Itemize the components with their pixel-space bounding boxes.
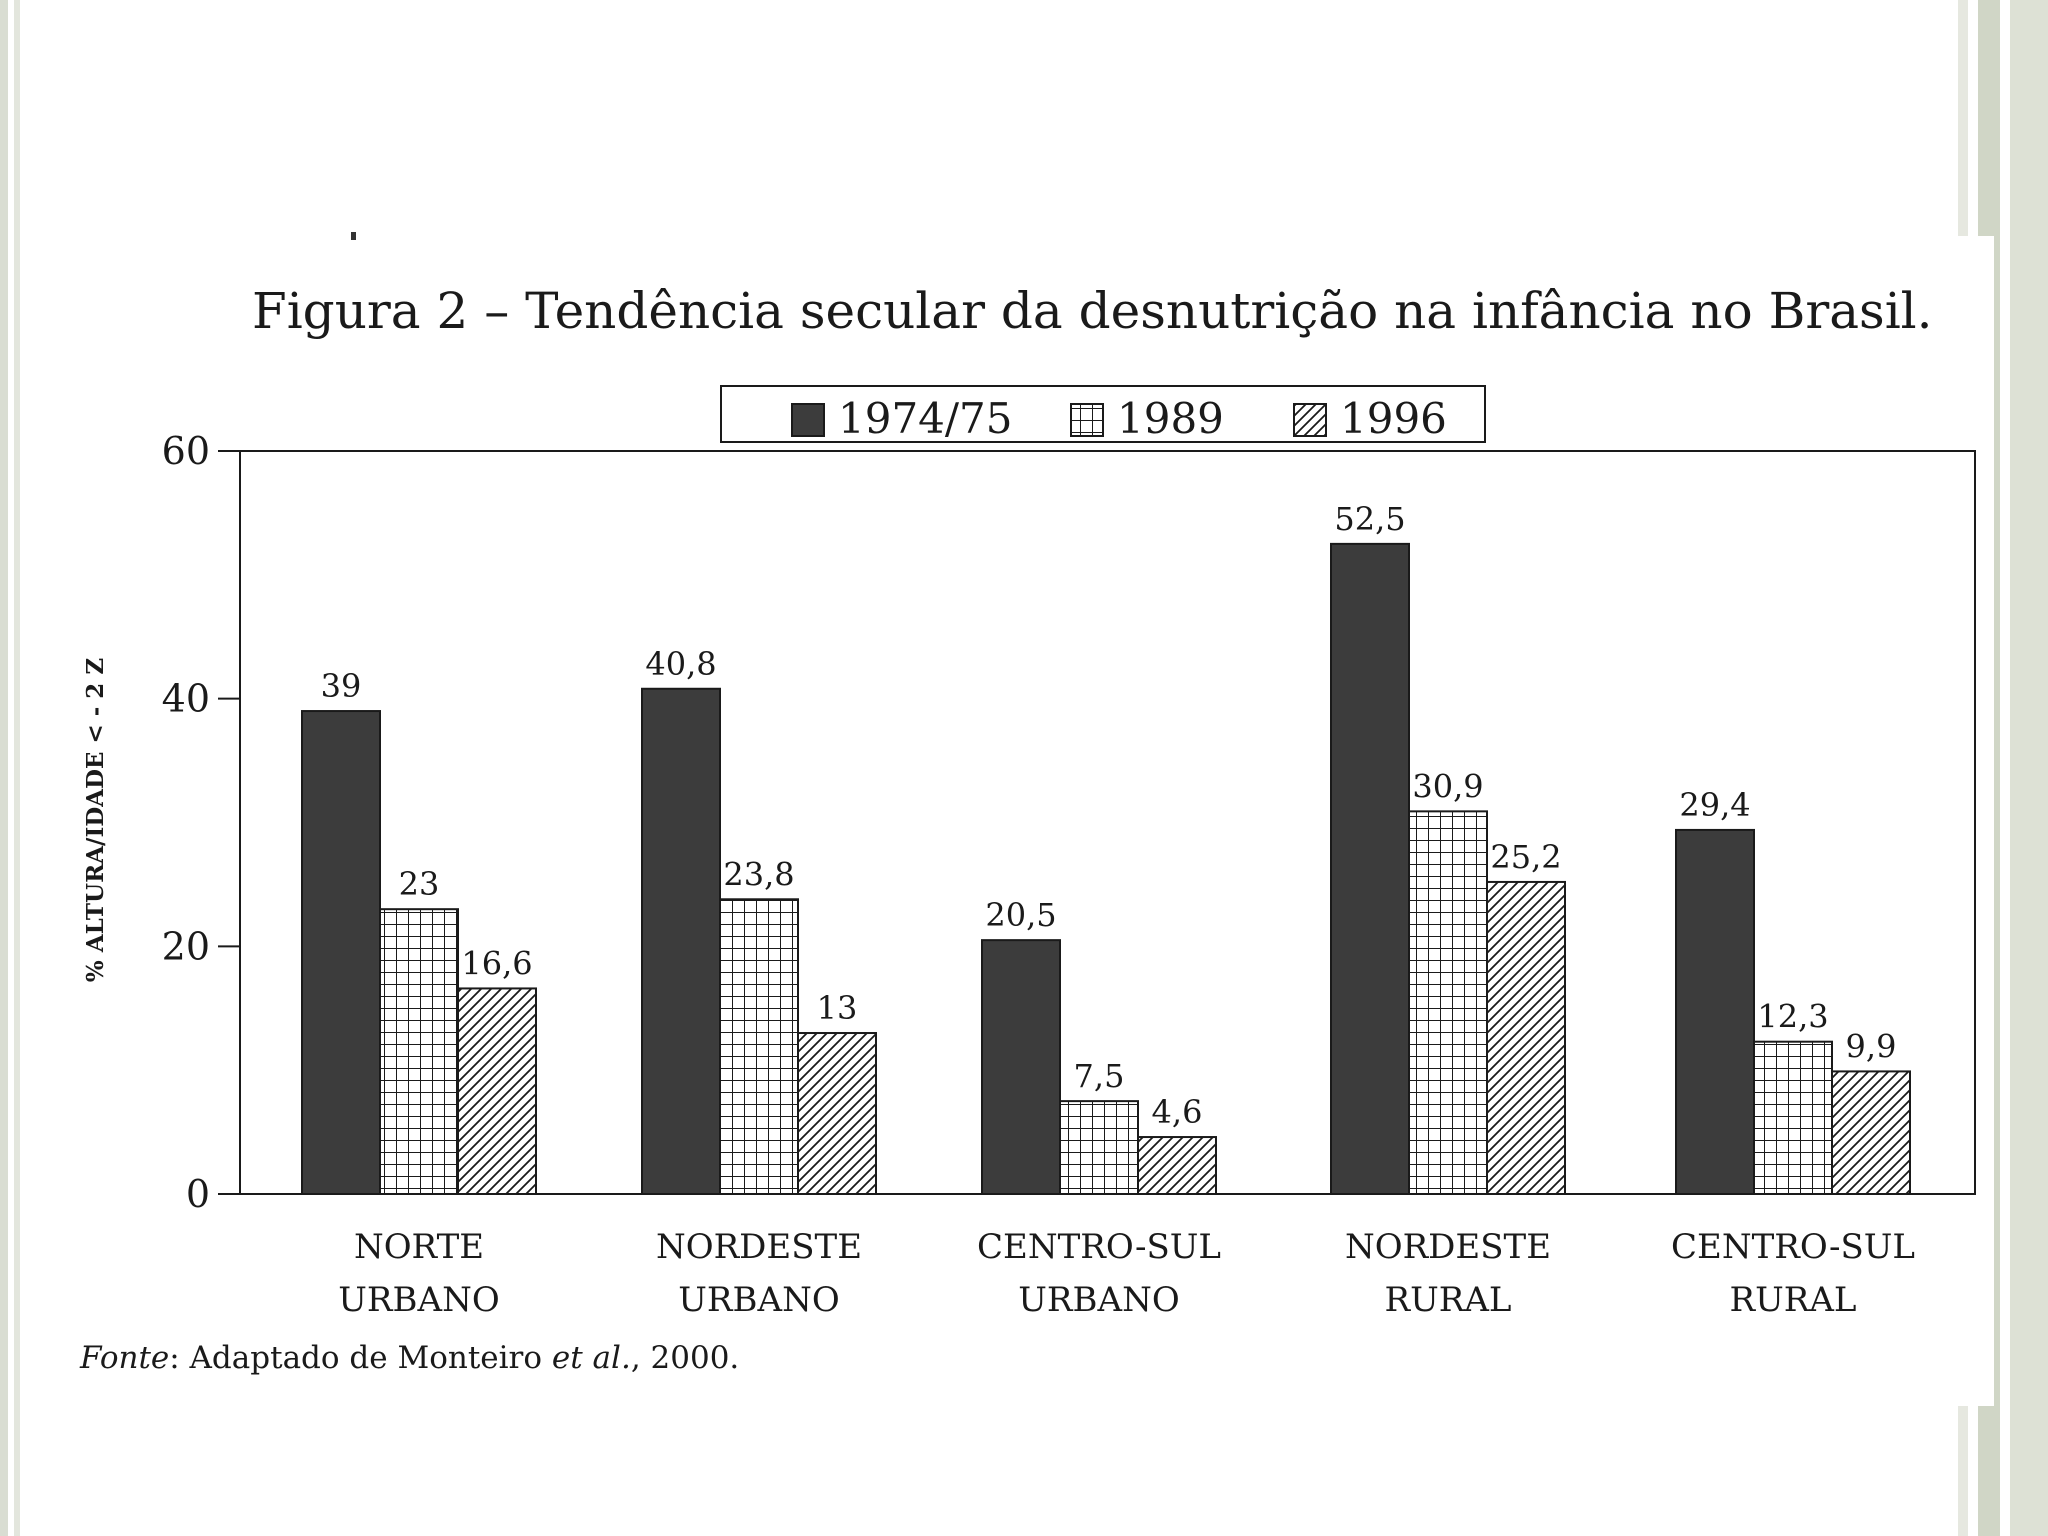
bar-1989: [379, 908, 459, 1196]
bar-value-label: 4,6: [1152, 1093, 1203, 1131]
bar-1996: [1486, 880, 1566, 1195]
x-category-label: CENTRO-SUL: [977, 1227, 1221, 1267]
bar-1989: [1059, 1100, 1139, 1195]
bar-value-label: 25,2: [1490, 838, 1561, 876]
y-tick-label: 0: [186, 1172, 210, 1216]
x-category-label: RURAL: [1385, 1280, 1512, 1320]
legend-label: 1989: [1117, 394, 1224, 443]
bar-1974-75: [1330, 542, 1410, 1195]
x-category-label: NORDESTE: [1345, 1227, 1551, 1267]
bar-value-label: 9,9: [1846, 1027, 1897, 1065]
bar-1996: [797, 1032, 877, 1196]
bar-1974-75: [641, 687, 721, 1195]
frame-stripe: [14, 0, 20, 1536]
stray-mark: [351, 232, 356, 240]
bar-1974-75: [301, 710, 381, 1195]
x-category-label: CENTRO-SUL: [1671, 1227, 1915, 1267]
y-tick-label: 20: [162, 924, 210, 968]
legend-swatch: [791, 403, 825, 437]
bar-1989: [719, 898, 799, 1195]
source-text: : Adaptado de Monteiro: [169, 1340, 552, 1376]
bar-value-label: 16,6: [461, 944, 532, 982]
bar-1989: [1753, 1040, 1833, 1196]
bar-value-label: 39: [321, 667, 362, 705]
bar-value-label: 29,4: [1679, 786, 1750, 824]
legend-label: 1996: [1340, 394, 1447, 443]
bar-value-label: 40,8: [645, 645, 716, 683]
legend-swatch: [1293, 403, 1327, 437]
x-category-label: URBANO: [1018, 1280, 1179, 1320]
bar-1989: [1408, 810, 1488, 1195]
bar-value-label: 23: [399, 865, 440, 903]
bar-value-label: 7,5: [1074, 1057, 1125, 1095]
source-note: Fonte: Adaptado de Monteiro et al., 2000…: [80, 1340, 739, 1376]
bar-1996: [1831, 1070, 1911, 1196]
frame-stripe: [2010, 0, 2048, 1536]
frame-stripe: [0, 0, 8, 1536]
legend-swatch: [1070, 403, 1104, 437]
source-etal: et al.: [551, 1340, 631, 1376]
y-axis-label: % ALTURA/IDADE < - 2 Z: [82, 658, 109, 982]
bar-1974-75: [981, 939, 1061, 1195]
bar-value-label: 12,3: [1757, 998, 1828, 1036]
x-category-label: NORTE: [354, 1227, 484, 1267]
x-category-label: NORDESTE: [656, 1227, 862, 1267]
bar-value-label: 13: [817, 989, 858, 1027]
x-category-label: RURAL: [1730, 1280, 1857, 1320]
slide-frame-left: [0, 0, 24, 1536]
bar-value-label: 23,8: [723, 855, 794, 893]
y-tick-label: 40: [162, 677, 210, 721]
chart-title: Figura 2 – Tendência secular da desnutri…: [252, 282, 1933, 340]
bar-value-label: 20,5: [985, 896, 1056, 934]
source-suffix: , 2000.: [630, 1340, 740, 1376]
source-prefix: Fonte: [80, 1340, 170, 1376]
bar-1974-75: [1675, 828, 1755, 1195]
y-tick-label: 60: [162, 429, 210, 473]
legend-label: 1974/75: [838, 394, 1012, 443]
x-category-label: URBANO: [338, 1280, 499, 1320]
bar-1996: [1137, 1136, 1217, 1195]
bar-value-label: 30,9: [1412, 767, 1483, 805]
bar-1996: [457, 987, 537, 1195]
bar-value-label: 52,5: [1334, 500, 1405, 538]
x-category-label: URBANO: [678, 1280, 839, 1320]
